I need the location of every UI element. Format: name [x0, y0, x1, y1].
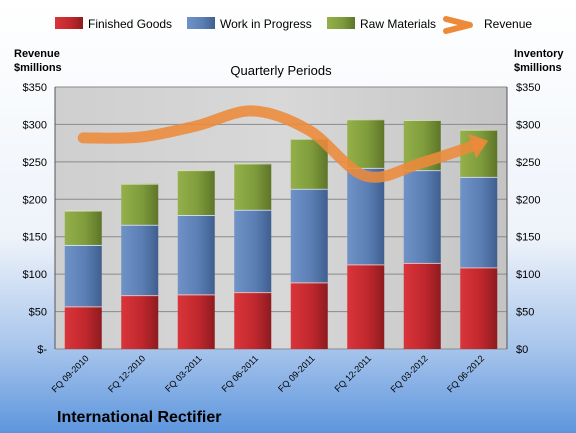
bar-finished-goods — [64, 306, 102, 349]
left-axis-title-line2: $millions — [14, 62, 62, 74]
y-tick-label-left: $250 — [23, 157, 47, 169]
bar-raw-materials — [234, 163, 272, 210]
bar-finished-goods — [290, 282, 328, 349]
y-tick-label-left: $- — [37, 344, 47, 356]
bar-work-in-progress — [234, 209, 272, 293]
bar-raw-materials — [121, 183, 159, 225]
legend-label-raw-materials: Raw Materials — [360, 17, 436, 31]
legend-label-work-in-progress: Work in Progress — [220, 17, 312, 31]
revenue-line-group — [77, 105, 489, 183]
y-tick-label-right: $300 — [516, 119, 540, 131]
legend-label-revenue: Revenue — [484, 17, 532, 31]
revenue-arrowhead — [468, 133, 489, 159]
legend: Finished Goods Work in Progress Raw Mate… — [55, 16, 532, 34]
y-tick-label-right: $50 — [516, 307, 534, 319]
bar-work-in-progress — [403, 170, 441, 263]
y-tick-label-right: $250 — [516, 157, 540, 169]
y-tick-label-right: $200 — [516, 194, 540, 206]
bar-finished-goods — [234, 292, 272, 349]
y-tick-label-right: $150 — [516, 232, 540, 244]
y-tick-label-left: $350 — [23, 82, 47, 94]
y-tick-label-left: $200 — [23, 194, 47, 206]
y-tick-label-left: $50 — [29, 307, 47, 319]
right-axis-title-line2: $millions — [514, 62, 562, 74]
bar-raw-materials — [64, 210, 102, 245]
y-tick-label-left: $100 — [23, 269, 47, 281]
bar-work-in-progress — [290, 188, 328, 283]
bar-finished-goods — [403, 262, 441, 349]
bar-work-in-progress — [347, 167, 385, 265]
bar-finished-goods — [121, 295, 159, 349]
legend-swatch-work-in-progress — [187, 17, 215, 29]
company-name: International Rectifier — [57, 409, 221, 426]
bar-raw-materials — [177, 170, 215, 216]
revenue-line — [77, 105, 485, 183]
bar-work-in-progress — [177, 215, 215, 295]
y-tick-label-left: $150 — [23, 232, 47, 244]
legend-swatch-finished-goods — [55, 17, 83, 29]
bar-work-in-progress — [121, 224, 159, 296]
y-tick-label-right: $350 — [516, 82, 540, 94]
y-tick-label-right: $100 — [516, 269, 540, 281]
bar-finished-goods — [177, 294, 215, 349]
right-axis-title-line1: Inventory — [514, 48, 564, 60]
legend-swatch-raw-materials — [327, 17, 355, 29]
left-axis-title-line1: Revenue — [14, 48, 60, 60]
legend-label-finished-goods: Finished Goods — [88, 17, 172, 31]
chart-subtitle: Quarterly Periods — [230, 63, 332, 78]
y-tick-label-left: $300 — [23, 119, 47, 131]
bar-raw-materials — [347, 119, 385, 168]
bar-work-in-progress — [460, 176, 498, 268]
y-tick-label-right: $0 — [516, 344, 528, 356]
bar-finished-goods — [460, 267, 498, 349]
legend-swatch-revenue — [443, 16, 473, 34]
bar-work-in-progress — [64, 244, 102, 307]
bar-finished-goods — [347, 264, 385, 349]
